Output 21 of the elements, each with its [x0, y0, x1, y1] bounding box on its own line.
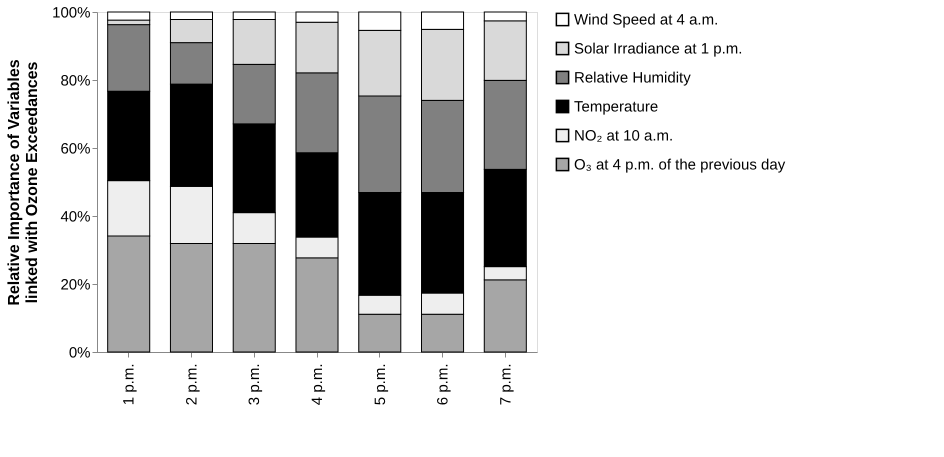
x-tick-label: 6 p.m. [434, 364, 452, 406]
y-tick-label: 80% [60, 72, 90, 90]
y-tick-label: 0% [68, 344, 90, 362]
x-tick-label: 3 p.m. [246, 364, 264, 406]
x-tick-label: 2 p.m. [183, 364, 200, 406]
y-tick-label: 100% [52, 4, 90, 22]
bar [107, 12, 150, 21]
legend-label: O₃ at 4 p.m. of the previous day [574, 156, 786, 174]
x-tick-label: 1 p.m. [120, 364, 138, 406]
x-tick-label: 5 p.m. [372, 364, 389, 406]
legend-label: Wind Speed at 4 a.m. [574, 12, 718, 28]
legend-label: Relative Humidity [574, 70, 692, 86]
y-tick-label: 60% [60, 140, 90, 158]
x-tick-label: 7 p.m. [497, 364, 514, 406]
legend-label: NO₂ at 10 a.m. [574, 128, 674, 144]
y-axis-title: Relative Importance of Variables linked with Ozone Exceedances [6, 59, 42, 306]
x-tick-label: 4 p.m. [309, 364, 326, 406]
y-tick-label: 40% [60, 208, 90, 226]
y-tick-label: 20% [60, 276, 90, 294]
legend-label: Solar Irradiance at 1 p.m. [574, 40, 742, 58]
legend-label: Temperature [574, 98, 658, 116]
